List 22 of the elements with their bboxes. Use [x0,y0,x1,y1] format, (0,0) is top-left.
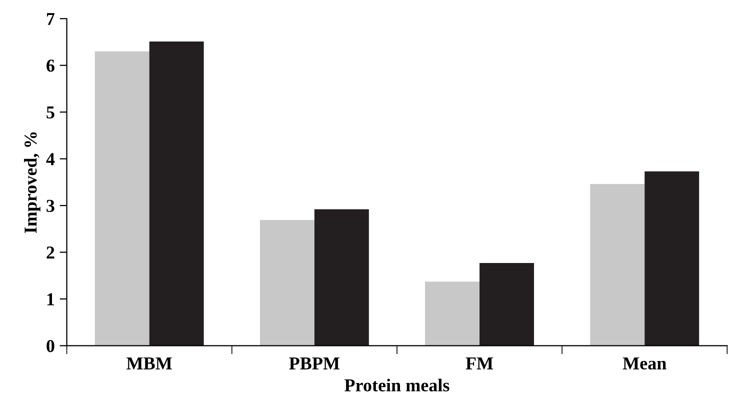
y-tick-label: 3 [46,200,54,212]
y-tick-label: 6 [46,60,54,72]
bar [314,209,369,346]
x-tick-label: FM [466,358,494,370]
bar [480,262,534,346]
y-axis-title: Improved, % [24,132,40,234]
x-axis-title: Protein meals [344,378,450,392]
bar [260,220,314,346]
bar [94,51,150,346]
x-tick-label: MBM [126,358,172,370]
bar [590,184,645,346]
bar [425,282,480,346]
y-tick-label: 2 [46,246,54,259]
bar [149,42,204,346]
y-tick-label: 0 [46,340,54,352]
y-tick-label: 7 [46,13,55,25]
y-tick-label: 1 [47,293,54,306]
y-tick-label: 5 [46,106,54,119]
x-tick-label: PBPM [289,358,340,370]
bar [644,171,700,346]
x-tick-label: Mean [622,358,666,370]
y-tick-label: 4 [46,153,55,166]
